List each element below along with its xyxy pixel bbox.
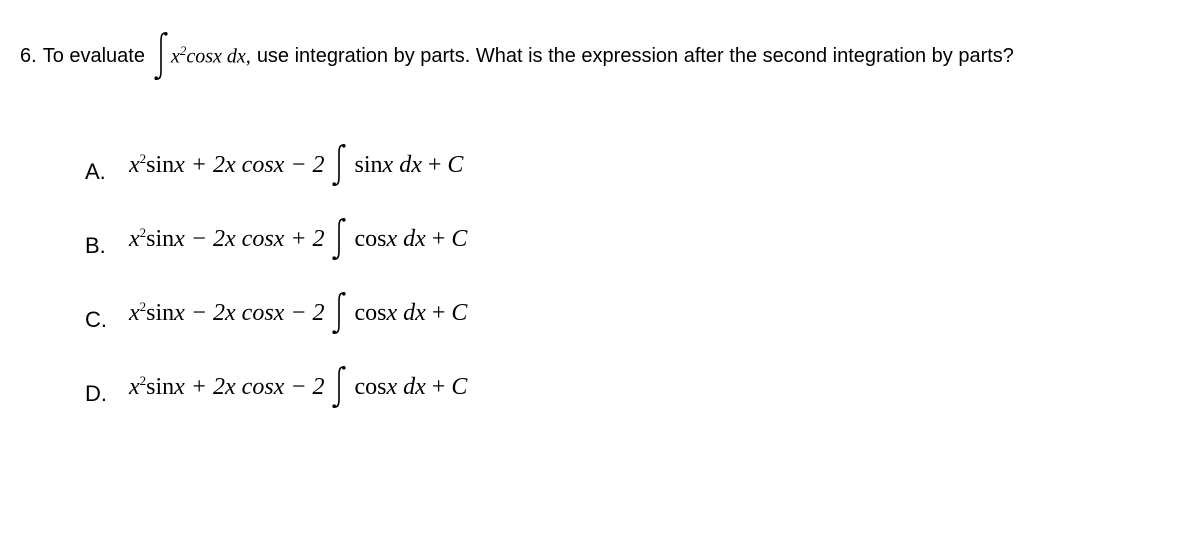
integral-icon	[329, 216, 349, 262]
c-sin: sin	[146, 300, 174, 326]
integral-icon	[329, 364, 349, 410]
integrand-cos: cos	[186, 46, 213, 68]
a-sin: sin	[146, 152, 174, 178]
integral-icon	[151, 30, 171, 82]
question-lead: To evaluate	[43, 45, 145, 68]
a-x: x	[129, 152, 140, 178]
integral-icon	[329, 142, 349, 188]
b-inside: cosx dx + C	[355, 226, 468, 252]
b-sin: sin	[146, 226, 174, 252]
choice-expr-a: x2sinx + 2x cosx − 2 sinx dx + C	[129, 142, 463, 188]
c-x: x	[129, 300, 140, 326]
d-inside: cosx dx + C	[355, 374, 468, 400]
question-line: 6. To evaluate x2cosx dx, use integratio…	[20, 30, 1180, 82]
question-integral: x2cosx dx,	[151, 30, 251, 82]
choice-d: D. x2sinx + 2x cosx − 2 cosx dx + C	[85, 364, 1180, 410]
a-tail: x − 2	[274, 152, 325, 178]
c-tail: x − 2	[274, 300, 325, 326]
question-number: 6.	[20, 45, 37, 68]
b-mid: x − 2x cos	[174, 226, 274, 252]
d-tail: x − 2	[274, 374, 325, 400]
choice-label-b: B.	[85, 233, 129, 259]
b-tail: x + 2	[274, 226, 325, 252]
integrand-x: x	[171, 46, 180, 68]
choice-c: C. x2sinx − 2x cosx − 2 cosx dx + C	[85, 290, 1180, 336]
choice-b: B. x2sinx − 2x cosx + 2 cosx dx + C	[85, 216, 1180, 262]
choice-expr-b: x2sinx − 2x cosx + 2 cosx dx + C	[129, 216, 467, 262]
d-x: x	[129, 374, 140, 400]
choice-expr-d: x2sinx + 2x cosx − 2 cosx dx + C	[129, 364, 467, 410]
c-mid: x − 2x cos	[174, 300, 274, 326]
a-mid: x + 2x cos	[174, 152, 274, 178]
c-inside: cosx dx + C	[355, 300, 468, 326]
b-x: x	[129, 226, 140, 252]
choices: A. x2sinx + 2x cosx − 2 sinx dx + C B. x…	[85, 142, 1180, 410]
choice-label-c: C.	[85, 307, 129, 333]
integral-icon	[329, 290, 349, 336]
d-mid: x + 2x cos	[174, 374, 274, 400]
choice-a: A. x2sinx + 2x cosx − 2 sinx dx + C	[85, 142, 1180, 188]
choice-label-a: A.	[85, 159, 129, 185]
choice-expr-c: x2sinx − 2x cosx − 2 cosx dx + C	[129, 290, 467, 336]
question-tail: use integration by parts. What is the ex…	[257, 45, 1014, 68]
page: 6. To evaluate x2cosx dx, use integratio…	[0, 0, 1200, 458]
a-inside: sinx dx + C	[355, 152, 464, 178]
integrand: x2cosx dx,	[171, 43, 251, 69]
choice-label-d: D.	[85, 381, 129, 407]
integrand-xdx: x dx,	[213, 46, 251, 68]
d-sin: sin	[146, 374, 174, 400]
